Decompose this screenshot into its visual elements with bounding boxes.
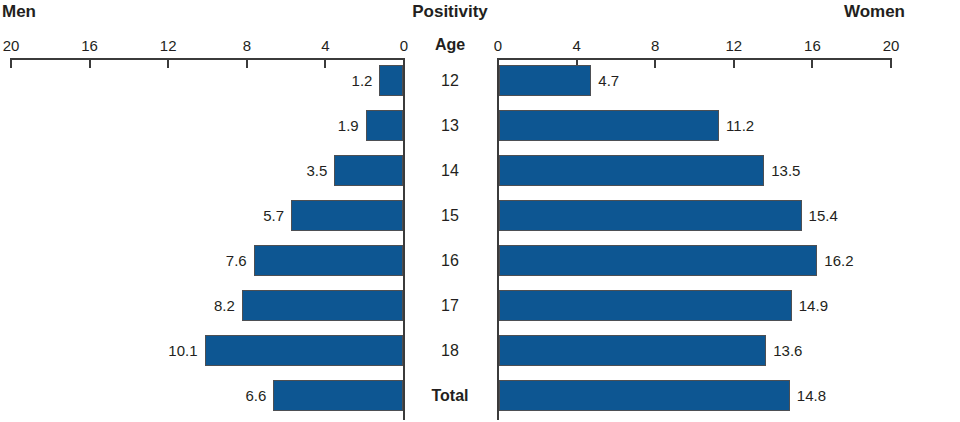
men-bar-14: [334, 155, 403, 186]
women-axis-tick-label: 12: [725, 37, 742, 54]
chart-title: Positivity: [412, 2, 488, 22]
positivity-by-age-pyramid-chart: Men Positivity Women Age 0 0 4 4 8 8 12 12 16 16 2…: [0, 0, 960, 422]
women-series-title: Women: [844, 2, 905, 22]
men-axis-tick: [89, 58, 91, 68]
women-bar-value-12: 4.7: [598, 65, 619, 96]
men-bar-18: [205, 335, 403, 366]
men-axis-tick-label: 4: [321, 37, 329, 54]
women-bar-value-15: 15.4: [809, 200, 838, 231]
men-axis-tick: [167, 58, 169, 68]
men-bar-value-14: 3.5: [306, 155, 327, 186]
men-axis-tick-label: 20: [3, 37, 20, 54]
women-bar-13: [499, 110, 719, 141]
men-axis-tick-label: 16: [81, 37, 98, 54]
men-bar-16: [254, 245, 403, 276]
men-axis-tick: [10, 58, 12, 68]
men-bar-17: [242, 290, 403, 321]
age-category-label-18: 18: [441, 335, 459, 366]
men-bar-value-Total: 6.6: [245, 380, 266, 411]
men-bar-Total: [273, 380, 403, 411]
women-bar-Total: [499, 380, 790, 411]
age-axis-header: Age: [435, 36, 465, 54]
women-axis-tick: [811, 58, 813, 68]
women-axis-tick-label: 4: [572, 37, 580, 54]
women-bar-14: [499, 155, 764, 186]
women-bar-value-17: 14.9: [799, 290, 828, 321]
women-bar-12: [499, 65, 591, 96]
age-category-label-17: 17: [441, 290, 459, 321]
men-bar-value-17: 8.2: [214, 290, 235, 321]
women-bar-value-16: 16.2: [824, 245, 853, 276]
men-axis-tick: [246, 58, 248, 68]
women-axis-line: [497, 58, 892, 60]
men-bar-value-13: 1.9: [338, 110, 359, 141]
men-axis-tick-label: 0: [400, 37, 408, 54]
men-bar-15: [291, 200, 403, 231]
women-bar-value-13: 11.2: [726, 110, 754, 141]
men-bar-value-18: 10.1: [168, 335, 197, 366]
women-bar-16: [499, 245, 817, 276]
women-bar-value-Total: 14.8: [797, 380, 826, 411]
men-series-title: Men: [2, 2, 36, 22]
age-category-label-12: 12: [441, 65, 459, 96]
men-axis-baseline: [403, 58, 405, 420]
women-bar-15: [499, 200, 802, 231]
women-axis-tick-label: 8: [651, 37, 659, 54]
women-bar-value-18: 13.6: [773, 335, 802, 366]
women-axis-tick-label: 20: [883, 37, 900, 54]
men-bar-13: [366, 110, 403, 141]
age-category-label-13: 13: [441, 110, 459, 141]
women-axis-tick-label: 0: [494, 37, 502, 54]
women-bar-18: [499, 335, 766, 366]
age-category-label-16: 16: [441, 245, 459, 276]
men-axis-line: [10, 58, 405, 60]
women-axis-tick-label: 16: [804, 37, 821, 54]
men-bar-value-12: 1.2: [352, 65, 373, 96]
age-category-label-15: 15: [441, 200, 459, 231]
men-bar-value-15: 5.7: [263, 200, 284, 231]
men-bar-value-16: 7.6: [226, 245, 247, 276]
age-category-label-14: 14: [441, 155, 459, 186]
age-category-label-Total: Total: [431, 380, 468, 411]
men-axis-tick-label: 12: [160, 37, 177, 54]
women-axis-tick: [654, 58, 656, 68]
men-axis-tick: [324, 58, 326, 68]
women-axis-tick: [733, 58, 735, 68]
men-axis-tick-label: 8: [243, 37, 251, 54]
women-bar-17: [499, 290, 792, 321]
women-bar-value-14: 13.5: [771, 155, 800, 186]
men-bar-12: [379, 65, 403, 96]
women-axis-tick: [890, 58, 892, 68]
